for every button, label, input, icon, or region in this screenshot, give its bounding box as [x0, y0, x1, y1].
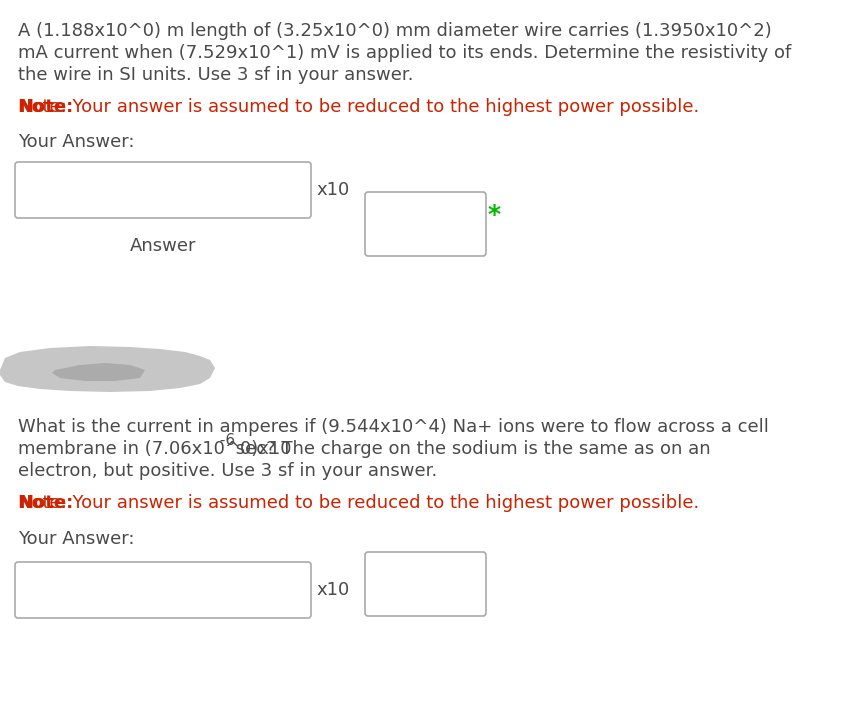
Text: Note:: Note:: [18, 98, 73, 116]
Polygon shape: [0, 346, 215, 392]
FancyBboxPatch shape: [365, 192, 486, 256]
Text: sec? The charge on the sodium is the same as on an: sec? The charge on the sodium is the sam…: [230, 440, 711, 458]
Text: mA current when (7.529x10^1) mV is applied to its ends. Determine the resistivit: mA current when (7.529x10^1) mV is appli…: [18, 44, 791, 62]
Text: Answer: Answer: [130, 237, 196, 255]
Text: What is the current in amperes if (9.544x10^4) Na+ ions were to flow across a ce: What is the current in amperes if (9.544…: [18, 418, 769, 436]
Text: Your Answer:: Your Answer:: [18, 133, 135, 151]
Polygon shape: [52, 363, 145, 381]
Text: Note: Your answer is assumed to be reduced to the highest power possible.: Note: Your answer is assumed to be reduc…: [18, 494, 700, 512]
Text: x10: x10: [316, 181, 349, 199]
Text: Note: Your answer is assumed to be reduced to the highest power possible.: Note: Your answer is assumed to be reduc…: [18, 98, 700, 116]
Text: *: *: [488, 203, 501, 227]
Text: electron, but positive. Use 3 sf in your answer.: electron, but positive. Use 3 sf in your…: [18, 462, 438, 480]
Text: Your Answer:: Your Answer:: [18, 530, 135, 548]
FancyBboxPatch shape: [15, 162, 311, 218]
Text: A (1.188x10^0) m length of (3.25x10^0) mm diameter wire carries (1.3950x10^2): A (1.188x10^0) m length of (3.25x10^0) m…: [18, 22, 772, 40]
Text: x10: x10: [316, 581, 349, 599]
Text: -6: -6: [215, 433, 235, 448]
FancyBboxPatch shape: [15, 562, 311, 618]
Text: the wire in SI units. Use 3 sf in your answer.: the wire in SI units. Use 3 sf in your a…: [18, 66, 414, 84]
Text: Note:: Note:: [18, 494, 73, 512]
FancyBboxPatch shape: [365, 552, 486, 616]
Text: membrane in (7.06x10^0)x10: membrane in (7.06x10^0)x10: [18, 440, 292, 458]
